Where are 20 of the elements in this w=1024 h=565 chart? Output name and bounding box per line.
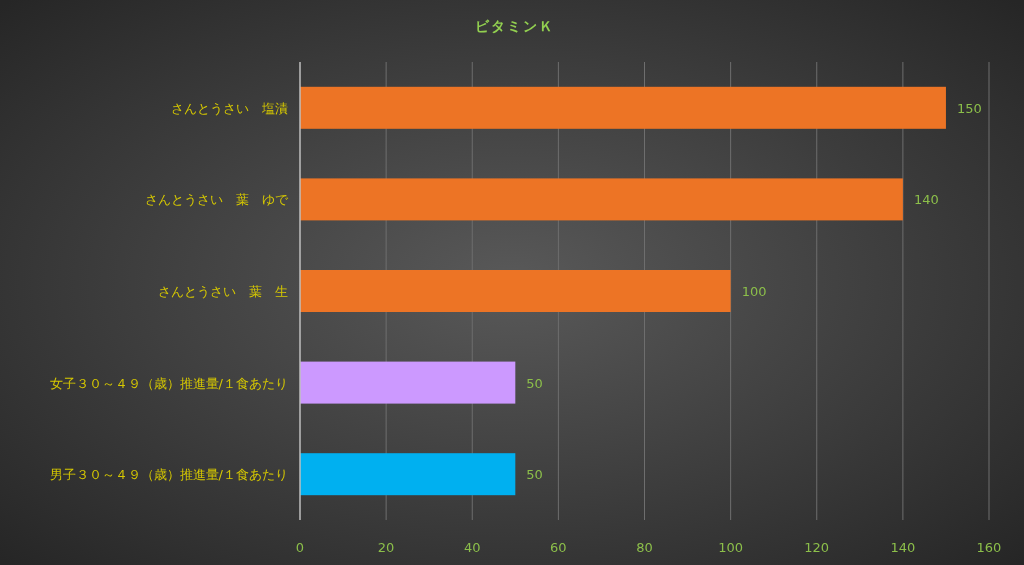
data-label: 140: [913, 192, 939, 208]
data-label: 100: [741, 284, 767, 299]
x-tick-label: 160: [976, 540, 1002, 555]
x-tick-label: 20: [377, 540, 395, 555]
x-tick-label: 60: [550, 540, 567, 555]
x-tick-label: 0: [295, 540, 305, 555]
data-label: 50: [526, 375, 543, 391]
y-tick-label: さんとうさい 塩漬: [171, 100, 288, 116]
x-tick-label: 40: [463, 540, 481, 555]
x-tick-label: 80: [636, 540, 653, 555]
y-tick-label: 女子３０～４９（歳）推進量/１食あたり: [49, 375, 288, 391]
x-tick-label: 140: [890, 540, 916, 555]
x-tick-label: 100: [718, 540, 744, 555]
y-tick-label: さんとうさい 葉 生: [158, 284, 288, 299]
data-label: 50: [526, 467, 543, 483]
x-tick-label: 120: [804, 540, 830, 555]
data-label: 150: [956, 100, 982, 116]
chart-title: ビタミンＫ: [474, 18, 555, 34]
y-tick-label: さんとうさい 葉 ゆで: [145, 192, 289, 208]
y-tick-label: 男子３０～４９（歳）推進量/１食あたり: [49, 467, 288, 483]
